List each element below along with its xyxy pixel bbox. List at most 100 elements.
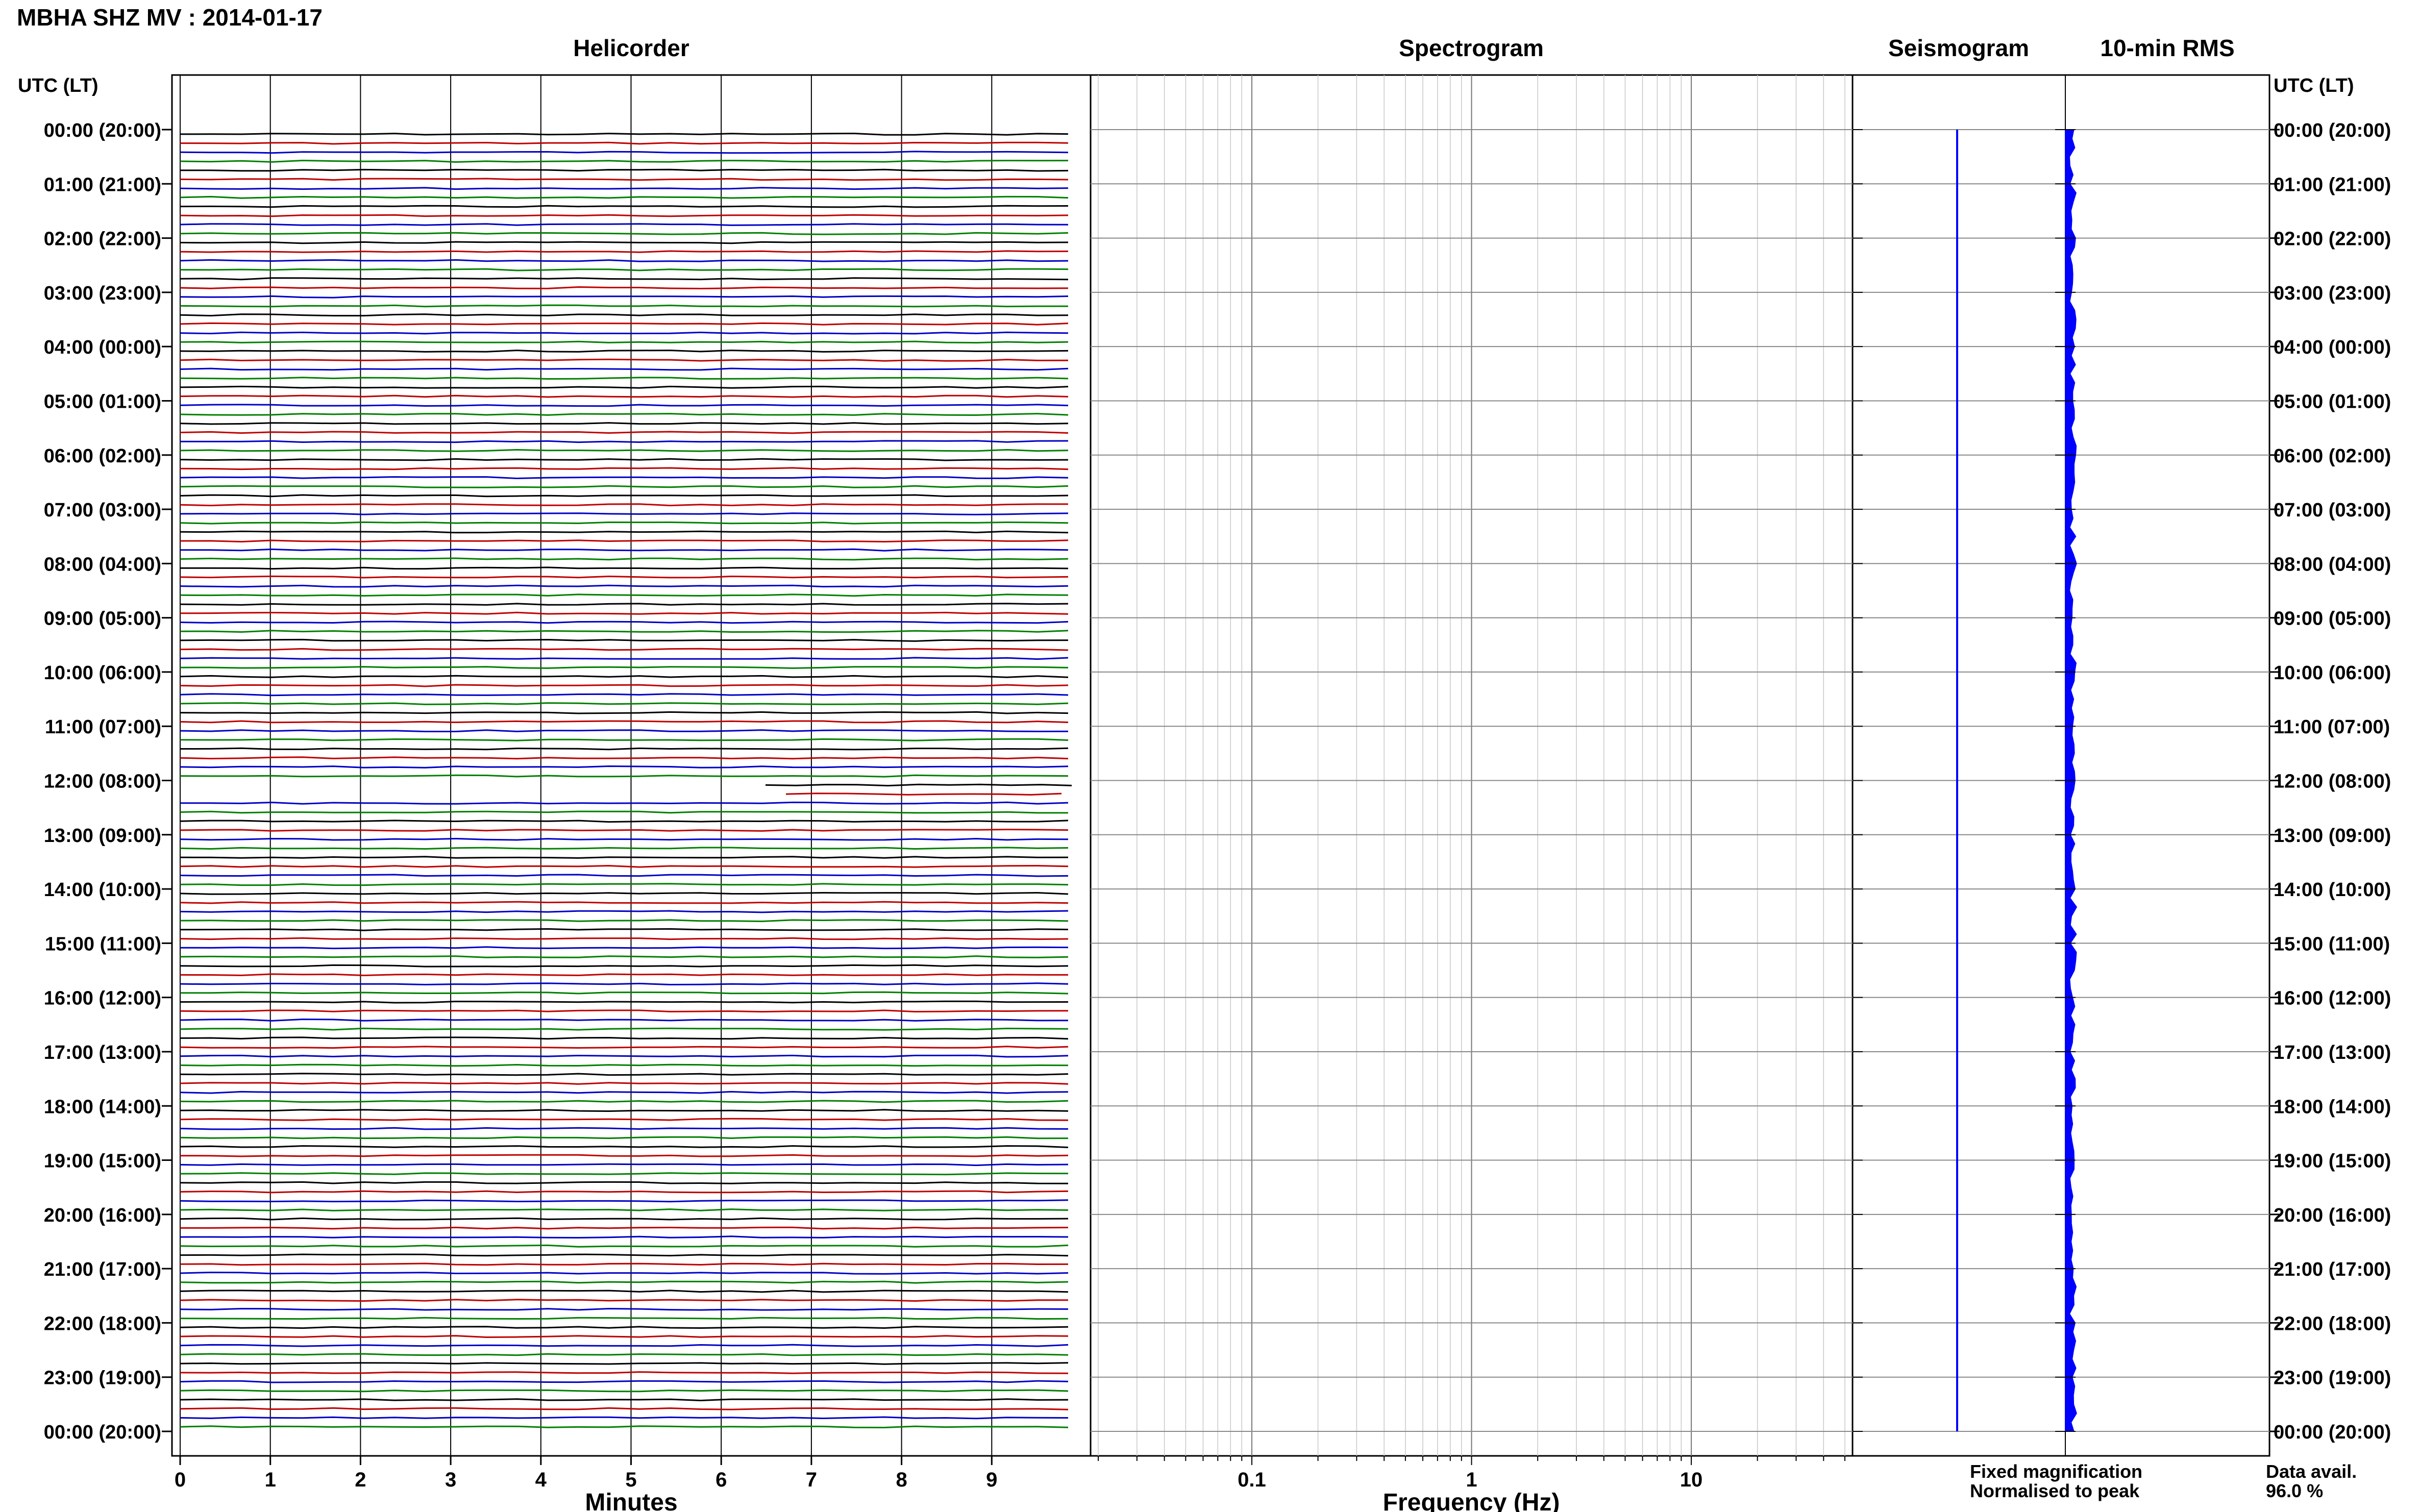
helicorder-trace: [180, 1027, 1069, 1031]
time-tick-label-left: 18:00 (14:00): [44, 1096, 161, 1118]
helicorder-trace: [180, 575, 1069, 579]
helicorder-trace: [180, 1262, 1069, 1266]
legend-fixed-magnification: Fixed magnification: [1970, 1461, 2142, 1482]
seismogram-title: Seismogram: [1888, 35, 2029, 61]
time-tick-label-right: 17:00 (13:00): [2274, 1042, 2391, 1063]
helicorder-trace: [180, 1290, 1069, 1293]
time-tick-label-left: 00:00 (20:00): [44, 120, 161, 141]
time-tick-label-right: 04:00 (00:00): [2274, 337, 2391, 358]
helicorder-trace: [180, 584, 1069, 588]
helicorder-trace: [180, 1145, 1069, 1148]
helicorder-trace: [180, 232, 1069, 235]
helicorder-trace: [180, 277, 1069, 281]
helicorder-trace: [180, 648, 1069, 651]
helicorder-trace: [180, 313, 1069, 317]
helicorder-trace: [180, 250, 1069, 253]
helicorder-trace: [180, 1398, 1069, 1402]
helicorder-trace: [180, 684, 1069, 687]
time-tick-label-left: 13:00 (09:00): [44, 825, 161, 847]
helicorder-trace: [180, 856, 1069, 859]
helicorder-trace: [180, 187, 1069, 190]
time-tick-label-left: 14:00 (10:00): [44, 879, 161, 901]
time-tick-label-right: 16:00 (12:00): [2274, 988, 2391, 1009]
helicorder-trace: [180, 178, 1069, 181]
helicorder-trace: [180, 1280, 1069, 1284]
time-tick-label-left: 06:00 (02:00): [44, 445, 161, 467]
time-tick-label-left: 20:00 (16:00): [44, 1205, 161, 1226]
helicorder-trace: [180, 1082, 1069, 1085]
helicorder-trace: [180, 657, 1069, 660]
helicorder-trace: [180, 1054, 1069, 1058]
time-tick-label-right: 02:00 (22:00): [2274, 229, 2391, 250]
minute-tick-label: 1: [265, 1469, 276, 1491]
helicorder-trace: [180, 810, 1068, 814]
page-title: MBHA SHZ MV : 2014-01-17: [17, 4, 323, 31]
time-tick-label-right: 19:00 (15:00): [2274, 1151, 2391, 1172]
minute-tick-label: 0: [175, 1469, 186, 1491]
helicorder-trace: [180, 168, 1069, 172]
helicorder-trace: [180, 837, 1069, 841]
helicorder-trace: [180, 1100, 1069, 1103]
helicorder-trace: [180, 1317, 1069, 1320]
time-tick-label-left: 12:00 (08:00): [44, 771, 161, 792]
time-tick-label-left: 23:00 (19:00): [44, 1368, 161, 1389]
helicorder-trace: [180, 1000, 1069, 1004]
frequency-tick-label: 0.1: [1238, 1469, 1266, 1491]
helicorder-trace: [180, 467, 1069, 470]
minute-tick-label: 7: [806, 1469, 817, 1491]
helicorder-trace: [180, 1063, 1069, 1067]
helicorder-trace: [180, 621, 1069, 624]
helicorder-trace: [180, 1109, 1069, 1112]
helicorder-trace: [180, 1154, 1069, 1157]
data-availability-label: Data avail.: [2266, 1461, 2357, 1482]
time-tick-label-right: 14:00 (10:00): [2274, 879, 2391, 901]
time-tick-label-right: 15:00 (11:00): [2274, 933, 2390, 955]
helicorder-trace: [180, 1271, 1069, 1275]
rms-title: 10-min RMS: [2100, 35, 2234, 61]
time-tick-label-left: 10:00 (06:00): [44, 662, 161, 684]
helicorder-trace: [180, 1253, 1069, 1257]
helicorder-trace: [180, 548, 1069, 552]
helicorder-trace: [180, 1127, 1069, 1130]
helicorder-trace: [180, 539, 1069, 543]
helicorder-trace: [180, 603, 1069, 606]
helicorder-trace: [180, 946, 1069, 950]
helicorder-trace: [180, 937, 1069, 940]
time-tick-label-right: 03:00 (23:00): [2274, 283, 2391, 304]
helicorder-trace: [180, 1217, 1069, 1221]
helicorder-trace: [180, 982, 1069, 986]
helicorder-trace: [180, 638, 1069, 642]
time-tick-label-right: 13:00 (09:00): [2274, 825, 2391, 847]
minute-tick-label: 6: [715, 1469, 727, 1491]
seismogram-rms-frame: [1852, 74, 2270, 1457]
frequency-tick-label: 10: [1680, 1469, 1703, 1491]
time-tick-label-left: 16:00 (12:00): [44, 988, 161, 1009]
minute-tick-label: 8: [896, 1469, 907, 1491]
time-tick-label-right: 08:00 (04:00): [2274, 554, 2391, 575]
minute-tick-label: 3: [445, 1469, 456, 1491]
helicorder-trace: [180, 1407, 1069, 1410]
helicorder-trace: [180, 1208, 1069, 1211]
helicorder-trace: [180, 530, 1069, 534]
helicorder-trace: [180, 286, 1069, 290]
helicorder-trace: [765, 783, 1072, 787]
helicorder-trace: [180, 223, 1069, 226]
time-tick-label-right: 22:00 (18:00): [2274, 1313, 2391, 1334]
helicorder-trace: [180, 377, 1069, 380]
helicorder-trace: [180, 331, 1069, 335]
legend-normalised-to-peak: Normalised to peak: [1970, 1480, 2140, 1501]
helicorder-trace: [180, 883, 1069, 886]
helicorder-trace: [180, 611, 1069, 615]
helicorder-trace: [180, 1018, 1069, 1022]
helicorder-trace: [180, 132, 1069, 136]
helicorder-trace: [180, 693, 1069, 697]
helicorder-trace: [180, 774, 1069, 778]
time-tick-label-right: 11:00 (07:00): [2274, 716, 2390, 738]
helicorder-trace: [180, 1307, 1069, 1311]
helicorder-trace: [180, 901, 1069, 904]
helicorder-trace: [180, 919, 1069, 923]
helicorder-trace: [180, 476, 1069, 480]
helicorder-trace: [180, 1416, 1069, 1420]
helicorder-trace: [180, 729, 1069, 732]
time-tick-label-left: 09:00 (05:00): [44, 608, 161, 630]
